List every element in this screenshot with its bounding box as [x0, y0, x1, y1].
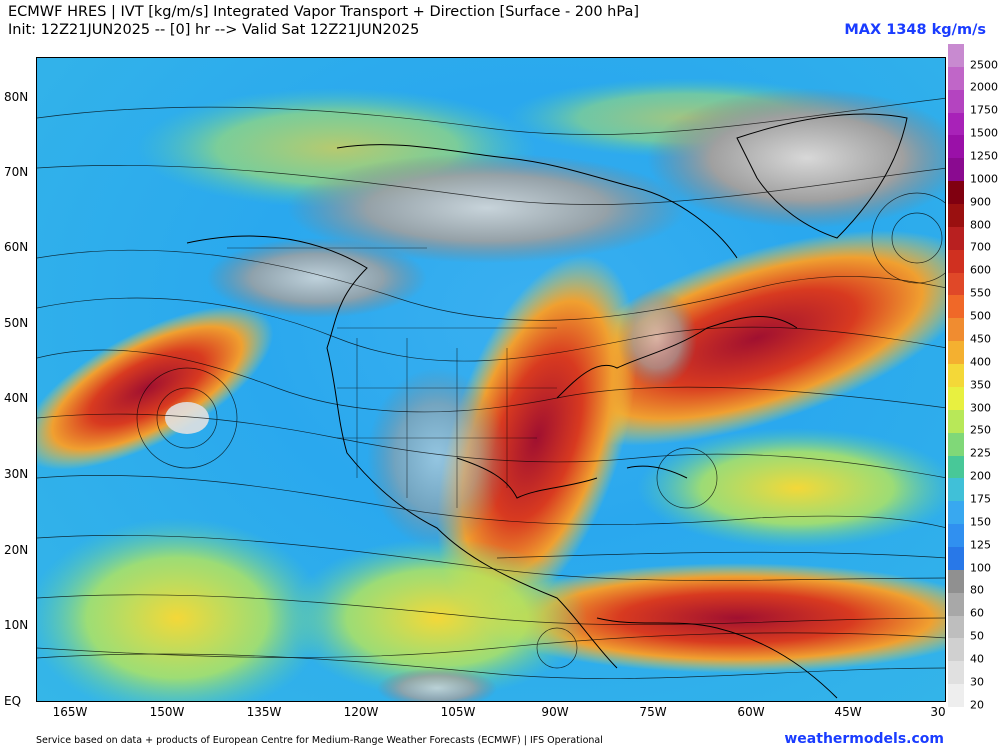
colorbar-swatch — [948, 364, 964, 388]
colorbar-label: 60 — [970, 606, 984, 620]
colorbar-label: 80 — [970, 583, 984, 597]
lat-label-20n: 20N — [4, 543, 29, 557]
colorbar-label: 1750 — [970, 103, 998, 117]
colorbar-swatch — [948, 226, 964, 251]
lon-label-120w: 120W — [343, 705, 379, 719]
colorbar-swatch — [948, 44, 964, 68]
map-title: ECMWF HRES | IVT [kg/m/s] Integrated Vap… — [8, 4, 640, 20]
max-value-label: MAX 1348 kg/m/s — [844, 22, 986, 38]
colorbar-label: 225 — [970, 446, 991, 460]
colorbar-swatch — [948, 684, 964, 708]
colorbar-swatch — [948, 592, 964, 617]
colorbar-swatch — [948, 341, 964, 365]
ivt-colorbar — [948, 44, 964, 708]
colorbar-label: 300 — [970, 401, 991, 414]
lon-label-75w: 75W — [639, 705, 667, 719]
colorbar-swatch — [948, 432, 964, 456]
colorbar-label: 150 — [970, 515, 991, 529]
colorbar-swatch — [948, 615, 964, 639]
colorbar-swatch — [948, 546, 964, 571]
colorbar-swatch — [948, 661, 964, 685]
colorbar-label: 20 — [970, 698, 984, 712]
colorbar-label: 250 — [970, 423, 991, 437]
colorbar-label: 2000 — [970, 80, 998, 94]
colorbar-swatch — [948, 386, 964, 411]
coastlines — [186, 113, 908, 699]
colorbar-swatch — [948, 158, 964, 182]
colorbar-swatch — [948, 181, 964, 205]
lat-label-eq: EQ — [4, 694, 22, 708]
colorbar-label: 1500 — [970, 126, 998, 140]
lat-label-40n: 40N — [4, 391, 29, 405]
lon-label-150w: 150W — [149, 705, 185, 719]
lon-label-135w: 135W — [246, 705, 282, 719]
colorbar-label: 800 — [970, 218, 991, 232]
lat-label-70n: 70N — [4, 165, 29, 179]
ivt-plume-atlantic — [536, 230, 945, 446]
greenland-dry-area — [647, 88, 945, 228]
colorbar-swatch — [948, 478, 964, 502]
colorbar-swatch — [948, 409, 964, 434]
colorbar-swatch — [948, 272, 964, 296]
colorbar-swatch — [948, 524, 964, 548]
colorbar-swatch — [948, 318, 964, 342]
lat-label-30n: 30N — [4, 467, 29, 481]
colorbar-label: 175 — [970, 492, 991, 506]
colorbar-label: 2500 — [970, 58, 998, 72]
colorbar-label: 125 — [970, 538, 991, 552]
map-graphic — [37, 78, 945, 701]
colorbar-label: 450 — [970, 332, 991, 346]
ivt-plume-tropical — [477, 563, 945, 673]
colorbar-swatch — [948, 455, 964, 479]
colorbar-label: 40 — [970, 652, 984, 666]
colorbar-swatch — [948, 249, 964, 274]
colorbar-label: 30 — [970, 675, 984, 689]
data-credit: Service based on data + products of Euro… — [36, 735, 603, 746]
colorbar-swatch — [948, 569, 964, 594]
lat-label-80n: 80N — [4, 90, 29, 104]
colorbar-label: 350 — [970, 378, 991, 392]
lon-label-105w: 105W — [440, 705, 476, 719]
lon-label-30: 30 — [930, 705, 946, 719]
lat-label-50n: 50N — [4, 316, 29, 330]
colorbar-label: 900 — [970, 195, 991, 209]
colorbar-label: 1000 — [970, 172, 998, 186]
lon-label-90w: 90W — [541, 705, 569, 719]
colorbar-label: 400 — [970, 355, 991, 369]
lat-label-60n: 60N — [4, 240, 29, 254]
colorbar-swatch — [948, 204, 964, 228]
site-link[interactable]: weathermodels.com — [784, 731, 944, 747]
colorbar-swatch — [948, 638, 964, 662]
colorbar-swatch — [948, 112, 964, 136]
map-subtitle: Init: 12Z21JUN2025 -- [0] hr --> Valid S… — [8, 22, 420, 38]
lon-label-165w: 165W — [52, 705, 88, 719]
colorbar-swatch — [948, 66, 964, 91]
lat-label-10n: 10N — [4, 618, 29, 632]
colorbar-label: 700 — [970, 240, 991, 254]
colorbar-label: 1250 — [970, 149, 998, 163]
lon-label-45w: 45W — [834, 705, 862, 719]
ivt-map — [36, 57, 946, 702]
colorbar-label: 50 — [970, 629, 984, 643]
streamlines — [37, 97, 945, 679]
colorbar-swatch — [948, 135, 964, 159]
colorbar-swatch — [948, 295, 964, 319]
colorbar-label: 600 — [970, 263, 991, 277]
colorbar-swatch — [948, 89, 964, 114]
colorbar-swatch — [948, 501, 964, 525]
lon-label-60w: 60W — [737, 705, 765, 719]
colorbar-label: 200 — [970, 469, 991, 483]
colorbar-label: 500 — [970, 309, 991, 323]
colorbar-label: 100 — [970, 561, 991, 575]
colorbar-label: 550 — [970, 286, 991, 300]
